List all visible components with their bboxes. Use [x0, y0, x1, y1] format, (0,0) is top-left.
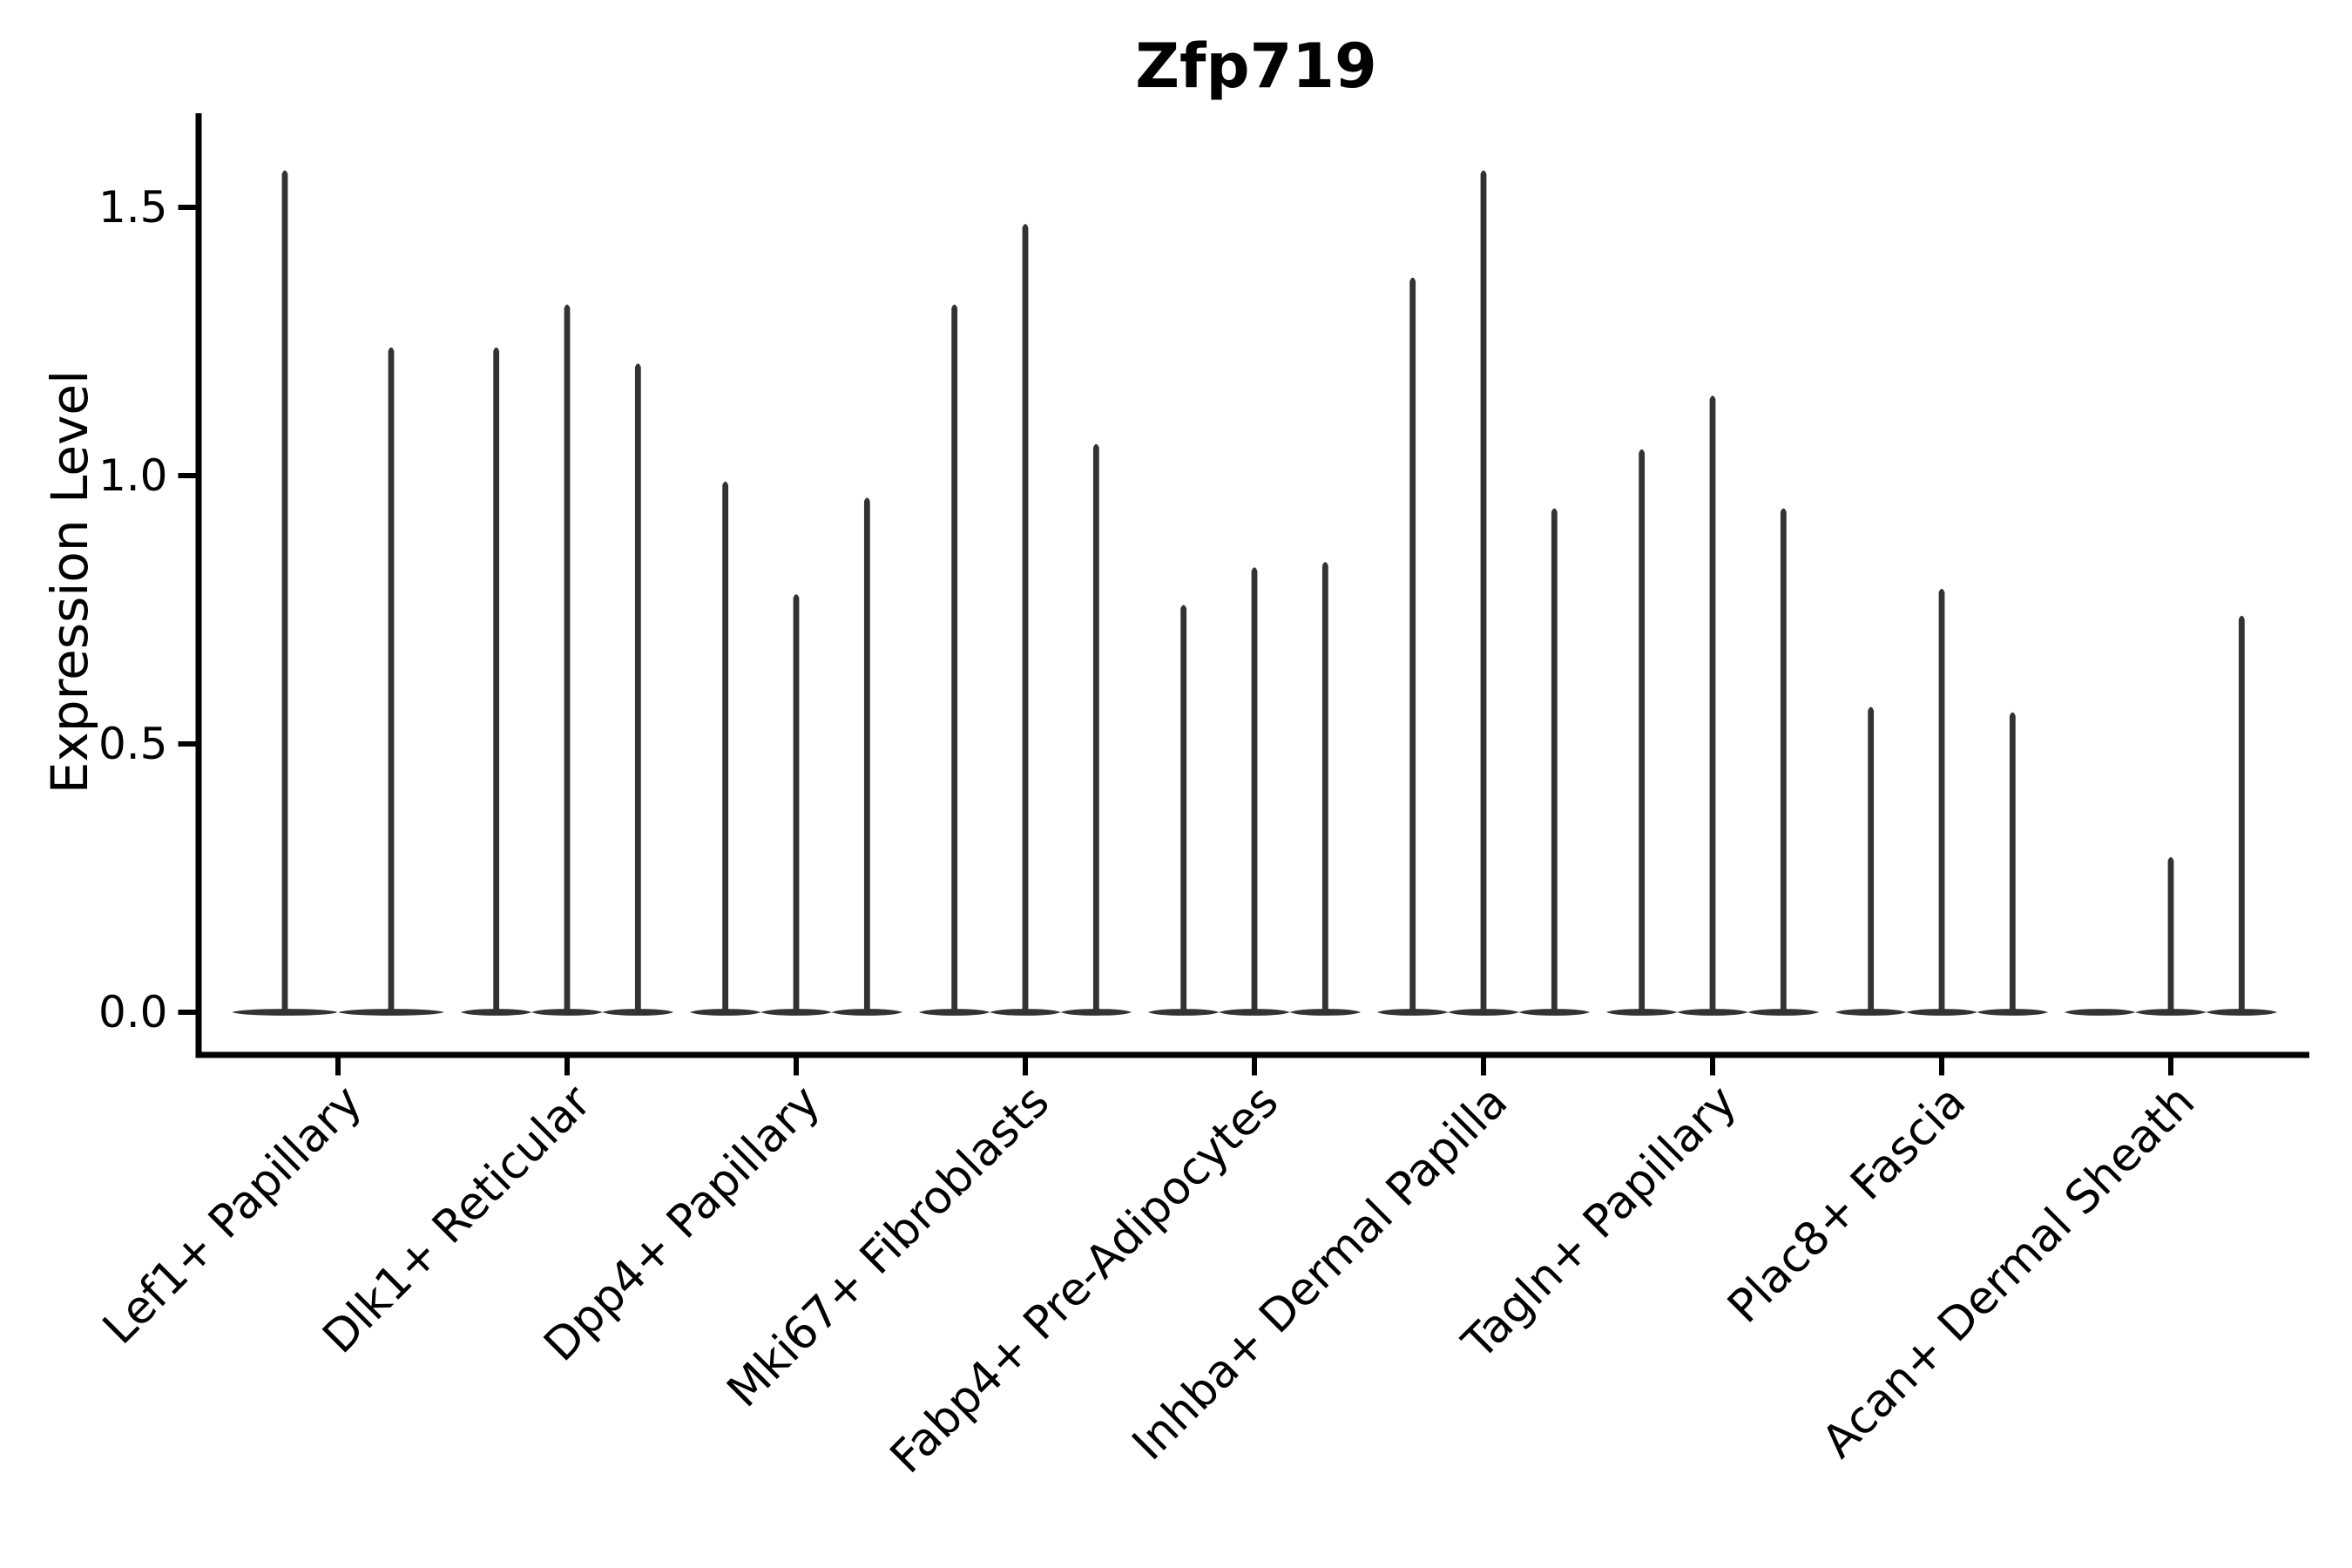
violin-needle	[1092, 443, 1099, 1015]
violin-needle	[1180, 605, 1187, 1015]
violin-needle	[951, 304, 958, 1015]
violin-needle	[2238, 615, 2245, 1015]
x-tick-mark	[794, 1058, 799, 1076]
violin-needle	[793, 594, 800, 1015]
violin-needle	[281, 170, 288, 1015]
y-tick-label: 1.5	[98, 182, 168, 233]
violin-needle	[863, 497, 870, 1015]
x-tick-mark	[2168, 1058, 2173, 1076]
violin-needle	[722, 481, 729, 1015]
violin-needle	[1639, 449, 1646, 1015]
violin-needle	[1251, 567, 1258, 1015]
x-tick-mark	[1710, 1058, 1715, 1076]
y-tick-mark	[178, 473, 196, 478]
violin-needle	[634, 363, 641, 1015]
violin-needle	[1780, 508, 1787, 1015]
violin-needle	[388, 347, 395, 1015]
x-tick-mark	[335, 1058, 341, 1076]
violin-needle	[1022, 224, 1029, 1015]
violin-needle	[493, 347, 500, 1015]
violin-base	[2064, 1009, 2136, 1016]
violin-needle	[1551, 508, 1558, 1015]
axes-layer	[178, 113, 2309, 1076]
violin-needle	[2167, 857, 2174, 1015]
x-axis-spine	[195, 1051, 2309, 1058]
violin-needle	[1868, 706, 1875, 1015]
x-tick-mark	[564, 1058, 570, 1076]
x-tick-label: Fabp4+ Pre-Adipocytes	[881, 1076, 1288, 1484]
y-axis-spine	[195, 113, 202, 1058]
x-tick-label: Acan+ Dermal Sheath	[1813, 1076, 2206, 1469]
violin-needle	[2009, 712, 2016, 1015]
y-tick-mark	[178, 1010, 196, 1015]
y-tick-mark	[178, 741, 196, 747]
violin-needle	[1409, 277, 1416, 1015]
x-tick-label: Plac8+ Fascia	[1718, 1076, 1976, 1334]
violin-needle	[1480, 170, 1487, 1015]
x-tick-mark	[1939, 1058, 1944, 1076]
x-tick-mark	[1252, 1058, 1257, 1076]
violin-needle	[1709, 395, 1716, 1015]
x-tick-mark	[1481, 1058, 1486, 1076]
violin-needle	[1321, 562, 1328, 1015]
chart-title: Zfp719	[1135, 30, 1376, 102]
y-tick-mark	[178, 205, 196, 210]
violin-needle	[564, 304, 571, 1015]
x-tick-label: Inhba+ Dermal Papilla	[1123, 1076, 1517, 1470]
y-axis-label: Expression Level	[40, 370, 99, 794]
y-tick-label: 0.0	[98, 987, 168, 1037]
violin-layer	[233, 170, 2278, 1016]
y-tick-label: 0.5	[98, 719, 168, 769]
violin-needle	[1938, 589, 1945, 1015]
y-tick-label: 1.0	[98, 450, 168, 501]
x-tick-mark	[1023, 1058, 1028, 1076]
